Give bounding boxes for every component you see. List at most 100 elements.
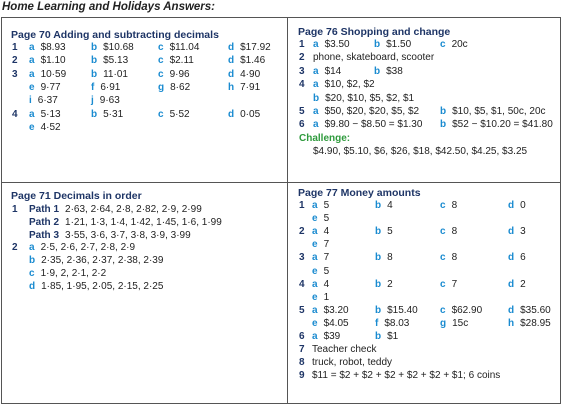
answer: a $10, $2, $2	[313, 79, 375, 91]
answer: f $8.03	[375, 318, 409, 330]
answer: Teacher check	[312, 344, 376, 356]
answer-letter: b	[313, 92, 320, 104]
answer: d 0·05	[228, 109, 260, 121]
question-number: 3	[299, 65, 305, 77]
question-number: 7	[299, 344, 305, 356]
answer-text: 1·21, 1·3, 1·4, 1·42, 1·45, 1·6, 1·99	[65, 216, 222, 228]
question-number: 3	[12, 68, 18, 80]
question-number: 1	[299, 200, 305, 211]
answer-text: 15c	[452, 317, 469, 329]
answer-text: 11·01	[103, 68, 128, 80]
answer: b $38	[374, 66, 403, 78]
question-number: 2	[299, 52, 305, 64]
answer: b $5.13	[91, 55, 128, 67]
question-number: 2	[12, 55, 18, 67]
answer-letter: a	[29, 242, 35, 254]
answer-label: Path 1	[29, 204, 60, 215]
answer-text: $9.80 − $8.50 = $1.30	[324, 119, 423, 131]
question-number: 1	[12, 42, 18, 53]
answer: h 7·91	[228, 82, 260, 94]
question-number: 2	[12, 242, 18, 254]
answer-text: $52 − $10.20 = $41.80	[452, 119, 553, 131]
answer-letter: a	[29, 42, 35, 53]
answer-text: 6·91	[100, 81, 121, 93]
question-number: 8	[299, 357, 305, 369]
answer-text: 1·85, 1·95, 2·05, 2·15, 2·25	[41, 280, 164, 292]
question-number: 5	[299, 304, 305, 316]
answer-letter: c	[440, 304, 446, 316]
answer: $11 = $2 + $2 + $2 + $2 + $2 + $1; 6 coi…	[312, 370, 500, 382]
answer-letter: b	[375, 200, 382, 211]
border	[1, 403, 561, 404]
answer: c $11.04	[158, 42, 199, 54]
question-number: 4	[299, 278, 305, 290]
question-number: 1	[299, 39, 305, 50]
answer-text: $15.40	[387, 304, 418, 316]
answer-letter: d	[508, 304, 515, 316]
answer-letter: d	[508, 226, 515, 238]
box-title: Page 77 Money amounts	[298, 187, 421, 199]
answer-letter: b	[375, 331, 382, 342]
answer-letter: e	[29, 121, 35, 133]
answer-text: $14	[324, 65, 342, 77]
answer-label: Path 2	[29, 216, 60, 228]
answer-text: $8.03	[384, 317, 410, 329]
answer-letter: d	[228, 68, 235, 80]
answer-text: 7	[323, 239, 330, 251]
answer-text: 5	[323, 200, 330, 211]
answer-text: 20c	[451, 39, 468, 50]
answer-letter: a	[313, 106, 319, 117]
border	[1, 17, 2, 404]
answer-letter: b	[91, 68, 98, 80]
answer: d 1·85, 1·95, 2·05, 2·15, 2·25	[29, 281, 163, 293]
answer-text: 5·13	[40, 108, 61, 120]
answer-text: $28.95	[520, 317, 551, 329]
border	[1, 182, 561, 183]
answer: a $39	[312, 331, 340, 343]
answer: a $3.20	[312, 305, 349, 317]
answer: c 1·9, 2, 2·1, 2·2	[29, 268, 106, 280]
answer-letter: a	[312, 200, 318, 211]
answer-letter: e	[312, 265, 318, 277]
answer-letter: b	[440, 106, 447, 117]
answer-letter: b	[375, 252, 382, 264]
answer-text: $39	[323, 331, 341, 342]
answer-text: 5·31	[103, 108, 124, 120]
answer: truck, robot, teddy	[312, 357, 392, 369]
answer: Path 2 1·21, 1·3, 1·4, 1·42, 1·45, 1·6, 1…	[29, 217, 222, 229]
answer-letter: a	[312, 304, 318, 316]
answer-letter: d	[228, 108, 235, 120]
answer-text: 5	[387, 226, 393, 238]
answer-text: 6·37	[37, 95, 58, 107]
answer: i 6·37	[29, 95, 58, 107]
answer-letter: e	[312, 239, 318, 251]
answer-text: 5	[323, 265, 330, 277]
answer-letter: d	[228, 42, 235, 53]
answer: a $1.10	[29, 55, 66, 67]
answer-letter: b	[91, 108, 98, 120]
answer: g 8·62	[158, 82, 190, 94]
answer-letter: j	[91, 95, 94, 107]
answer-label: Path 3	[29, 229, 60, 241]
answer-text: 9·96	[169, 68, 190, 80]
answer-text: 7·91	[240, 81, 261, 93]
answer-text: $10, $5, $1, 50c, 20c	[452, 106, 546, 117]
answer-letter: a	[29, 55, 35, 67]
answer: c $62.90	[440, 305, 482, 317]
answer-text: $3.20	[323, 304, 349, 316]
answer: g 15c	[440, 318, 468, 330]
answer: b $15.40	[375, 305, 418, 317]
answer-text: $1.10	[40, 55, 66, 67]
answer: d 4·90	[228, 69, 260, 81]
answer-text: 3·55, 3·6, 3·7, 3·8, 3·9, 3·99	[65, 229, 191, 241]
answer-text: 5	[323, 213, 330, 225]
answer: a 10·59	[29, 69, 66, 81]
